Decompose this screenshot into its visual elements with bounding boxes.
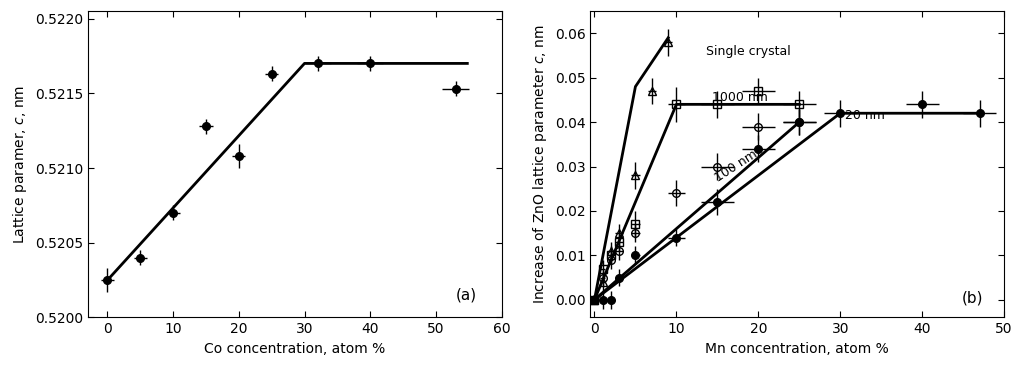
X-axis label: Co concentration, atom %: Co concentration, atom % bbox=[204, 342, 385, 356]
Y-axis label: Increase of ZnO lattice parameter $c$, nm: Increase of ZnO lattice parameter $c$, n… bbox=[531, 25, 549, 304]
Y-axis label: Lattice paramer, $c$, nm: Lattice paramer, $c$, nm bbox=[11, 85, 29, 244]
Text: Single crystal: Single crystal bbox=[707, 45, 791, 58]
Text: (a): (a) bbox=[456, 287, 477, 302]
X-axis label: Mn concentration, atom %: Mn concentration, atom % bbox=[706, 342, 889, 356]
Text: 20 nm: 20 nm bbox=[845, 109, 885, 122]
Text: 1000 nm: 1000 nm bbox=[713, 91, 768, 104]
Text: 100 nm: 100 nm bbox=[713, 148, 760, 185]
Text: (b): (b) bbox=[962, 290, 983, 305]
